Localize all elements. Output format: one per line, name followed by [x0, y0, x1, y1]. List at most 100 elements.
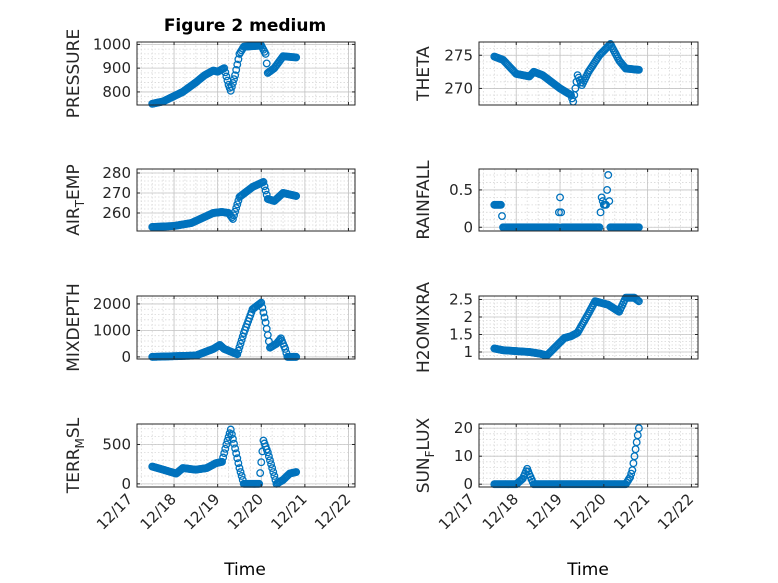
y-tick-label: 900 — [102, 59, 131, 77]
data-point — [260, 182, 269, 191]
data-point — [227, 82, 236, 91]
data-point — [233, 60, 242, 69]
data-point — [226, 425, 235, 434]
x-tick-label: 12/19 — [180, 490, 223, 533]
x-tick-label: 12/20 — [224, 490, 267, 533]
y-axis-label: RAINFALL — [414, 160, 434, 240]
data-point — [605, 197, 614, 206]
data-point — [604, 42, 613, 51]
figure-title: Figure 2 medium — [164, 16, 326, 36]
y-tick-label: 2.5 — [449, 291, 473, 309]
series-markers — [490, 40, 643, 106]
y-tick-label: 0.5 — [449, 181, 473, 199]
data-point — [236, 468, 245, 476]
data-point — [228, 435, 237, 443]
data-point — [270, 472, 279, 480]
x-axis-label-right: Time — [566, 560, 609, 580]
data-point — [627, 469, 636, 478]
data-point — [556, 193, 564, 202]
data-point — [220, 449, 229, 458]
data-point — [221, 68, 230, 77]
subplot-5: 11.522.5 H2OMIXRA — [414, 282, 699, 373]
data-point — [227, 213, 236, 222]
data-point — [292, 468, 301, 476]
data-point — [220, 64, 229, 73]
data-point — [292, 352, 301, 361]
subplot-0: 800 900 1000 PRESSURE — [64, 29, 356, 118]
y-axis-label: H2OMIXRA — [414, 282, 434, 373]
data-point — [603, 185, 612, 194]
y-axis-label: PRESSURE — [64, 29, 84, 118]
x-tick-label: 12/21 — [267, 490, 310, 533]
x-tick-label: 12/22 — [311, 490, 354, 533]
data-point — [256, 469, 265, 477]
data-point — [258, 303, 267, 312]
y-tick-label: 0 — [463, 218, 473, 236]
data-point — [227, 430, 236, 439]
y-axis-label: AIRTEMP — [64, 164, 87, 235]
data-point — [231, 444, 240, 453]
axes-box — [478, 168, 699, 232]
y-tick-label: 0 — [463, 475, 473, 493]
plot-area — [479, 169, 698, 231]
y-tick-label: 0 — [121, 475, 131, 493]
data-point — [230, 75, 238, 84]
data-point — [264, 452, 273, 461]
y-axis-label: THETA — [414, 46, 434, 102]
y-axis-label-part: M — [73, 438, 87, 448]
data-point — [232, 65, 241, 74]
data-point — [604, 171, 613, 179]
subplot-1: 270 275 THETA — [414, 40, 699, 106]
series-markers — [490, 293, 643, 360]
axes-box — [136, 41, 356, 106]
plot-area — [479, 424, 698, 487]
data-point — [222, 440, 231, 449]
subplot-4: 0 1000 2000 MIXDEPTH — [64, 283, 356, 372]
data-point — [597, 193, 606, 202]
x-tick-label: 12/18 — [479, 490, 522, 533]
data-point — [257, 458, 266, 467]
data-point — [261, 49, 270, 58]
y-tick-label: 1000 — [93, 321, 131, 339]
y-axis-label-part: THETA — [414, 46, 434, 102]
data-point — [269, 468, 278, 476]
x-axis-label-left: Time — [223, 560, 266, 580]
data-point — [498, 212, 506, 221]
data-point — [633, 296, 642, 305]
data-point — [634, 424, 643, 433]
y-tick-label: 270 — [102, 184, 131, 202]
y-axis-label-part: F — [423, 450, 437, 457]
data-point — [634, 65, 643, 74]
subplot-2: 260 270 280 AIRTEMP — [64, 164, 356, 236]
series-markers — [148, 425, 301, 488]
plot-area — [137, 424, 355, 487]
x-tick-label: 12/17 — [93, 490, 136, 533]
y-tick-label: 275 — [444, 46, 473, 64]
y-axis-label-part: PRESSURE — [64, 29, 84, 118]
data-point — [259, 178, 268, 186]
data-point — [262, 59, 271, 68]
data-point — [228, 79, 237, 87]
y-axis-label-part: SUN — [414, 457, 434, 493]
data-point — [257, 298, 266, 307]
data-point — [232, 449, 241, 458]
y-axis-label: TERRMSL — [64, 417, 87, 494]
series-markers — [148, 41, 301, 108]
y-tick-label: 10 — [454, 447, 473, 465]
data-point — [496, 200, 505, 209]
subplot-3: 0 0.5 RAINFALL — [414, 160, 699, 240]
y-tick-label: 800 — [102, 83, 131, 101]
data-point — [233, 454, 242, 463]
y-tick-label: 0 — [121, 348, 131, 366]
axes-box — [136, 168, 356, 232]
data-point — [231, 71, 240, 80]
y-axis-label: MIXDEPTH — [64, 283, 84, 372]
data-point — [222, 72, 231, 81]
data-point — [256, 299, 265, 308]
y-axis-label-part: SL — [64, 417, 84, 438]
y-tick-label: 280 — [102, 164, 131, 182]
data-point — [232, 204, 241, 212]
